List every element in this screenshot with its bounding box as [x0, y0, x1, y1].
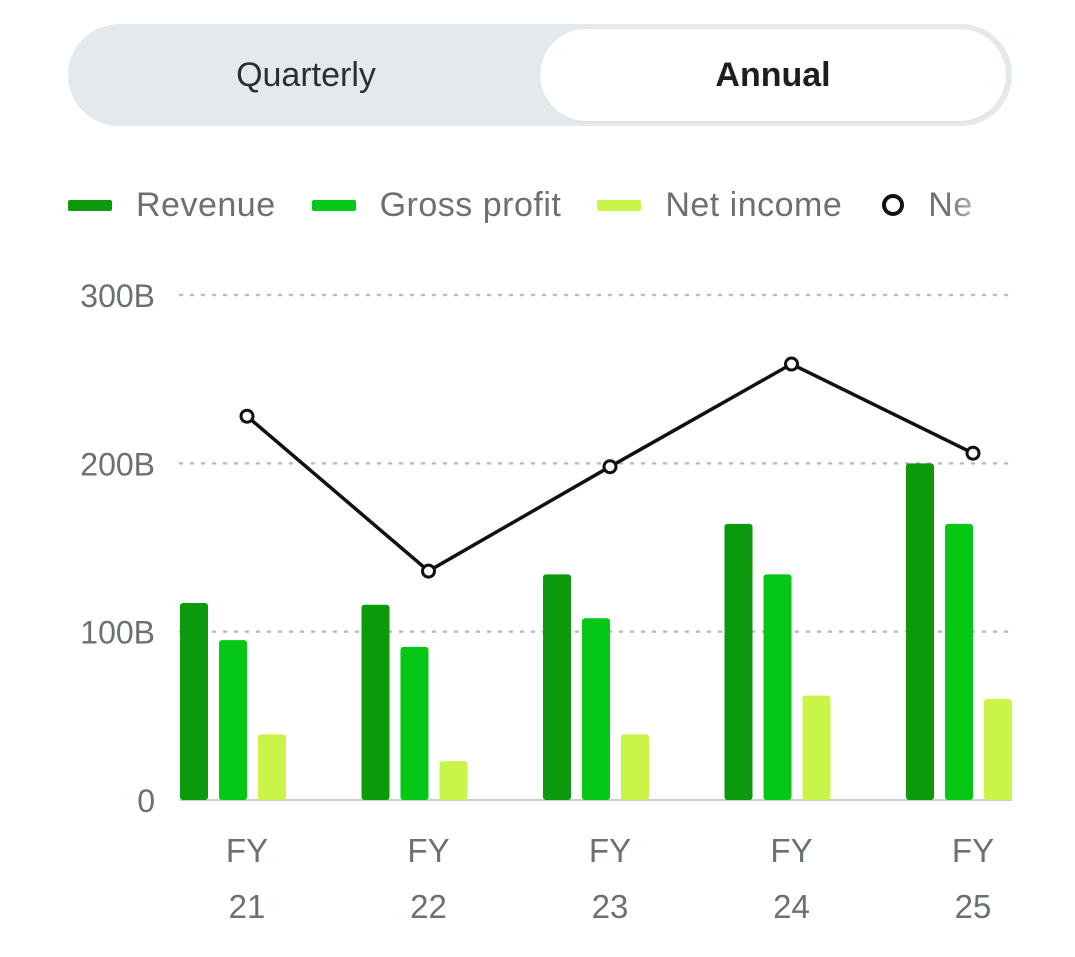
- bar-net-income: [621, 734, 649, 800]
- financials-chart: 0 100B 200B 300B FY 21 FY 22 FY 23 FY 24 FY 25: [80, 278, 1014, 925]
- legend-label-gross-profit: Gross profit: [379, 185, 562, 224]
- bar-gross-profit: [582, 618, 610, 800]
- quarterly-tab[interactable]: Quarterly: [236, 55, 376, 94]
- line-series-point: [965, 445, 981, 461]
- label-layer: 0 100B 200B 300B FY 21 FY 22 FY 23 FY 24 FY 25: [80, 278, 994, 925]
- line-series-point: [784, 356, 799, 372]
- x-tick-label: FY: [589, 832, 631, 869]
- bar-revenue: [906, 463, 934, 800]
- bar-layer: [180, 463, 1012, 800]
- x-tick-label: 25: [955, 888, 992, 925]
- bar-net-income: [258, 734, 286, 800]
- legend-label-net-income: Net income: [665, 185, 843, 224]
- line-series-point: [239, 408, 255, 424]
- y-tick-label: 0: [137, 783, 155, 819]
- x-tick-label: 24: [773, 888, 810, 925]
- bar-revenue: [180, 603, 208, 800]
- legend-swatch-gross-profit: [311, 199, 356, 211]
- bar-revenue: [361, 604, 390, 800]
- bar-gross-profit: [763, 574, 792, 800]
- legend-item-gross-profit[interactable]: Gross profit: [311, 185, 562, 225]
- x-tick-label: FY: [770, 832, 812, 869]
- legend-item-revenue[interactable]: Revenue: [68, 186, 276, 225]
- chart-legend: Revenue Gross profit Net income Ne: [68, 180, 1006, 230]
- legend-marker-line-series: [882, 194, 905, 216]
- period-toggle: Quarterly Annual: [68, 24, 1012, 126]
- y-tick-label: 100B: [80, 615, 155, 651]
- bar-net-income: [984, 699, 1012, 800]
- annual-tab[interactable]: Annual: [540, 29, 1006, 121]
- bar-gross-profit: [400, 646, 429, 800]
- legend-item-net-income[interactable]: Net income: [597, 186, 842, 225]
- bar-net-income: [802, 695, 831, 800]
- legend-label-revenue: Revenue: [136, 185, 276, 224]
- bar-net-income: [439, 761, 468, 800]
- bar-gross-profit: [219, 640, 247, 800]
- legend-swatch-net-income: [597, 199, 642, 211]
- x-tick-label: FY: [226, 832, 268, 869]
- x-tick-label: 21: [229, 888, 266, 925]
- line-series-point: [421, 563, 436, 579]
- x-tick-label: 23: [592, 888, 629, 925]
- line-series-point: [602, 459, 618, 475]
- y-tick-label: 200B: [80, 446, 155, 482]
- bar-revenue: [724, 523, 753, 800]
- legend-swatch-revenue: [68, 199, 112, 211]
- x-tick-label: 22: [410, 888, 447, 925]
- x-tick-label: FY: [407, 832, 449, 869]
- x-tick-label: FY: [952, 832, 994, 869]
- bar-revenue: [543, 574, 571, 800]
- y-tick-label: 300B: [80, 278, 155, 314]
- bar-gross-profit: [945, 523, 973, 800]
- line-layer: [239, 356, 981, 579]
- legend-fade-overlay: [946, 180, 1006, 230]
